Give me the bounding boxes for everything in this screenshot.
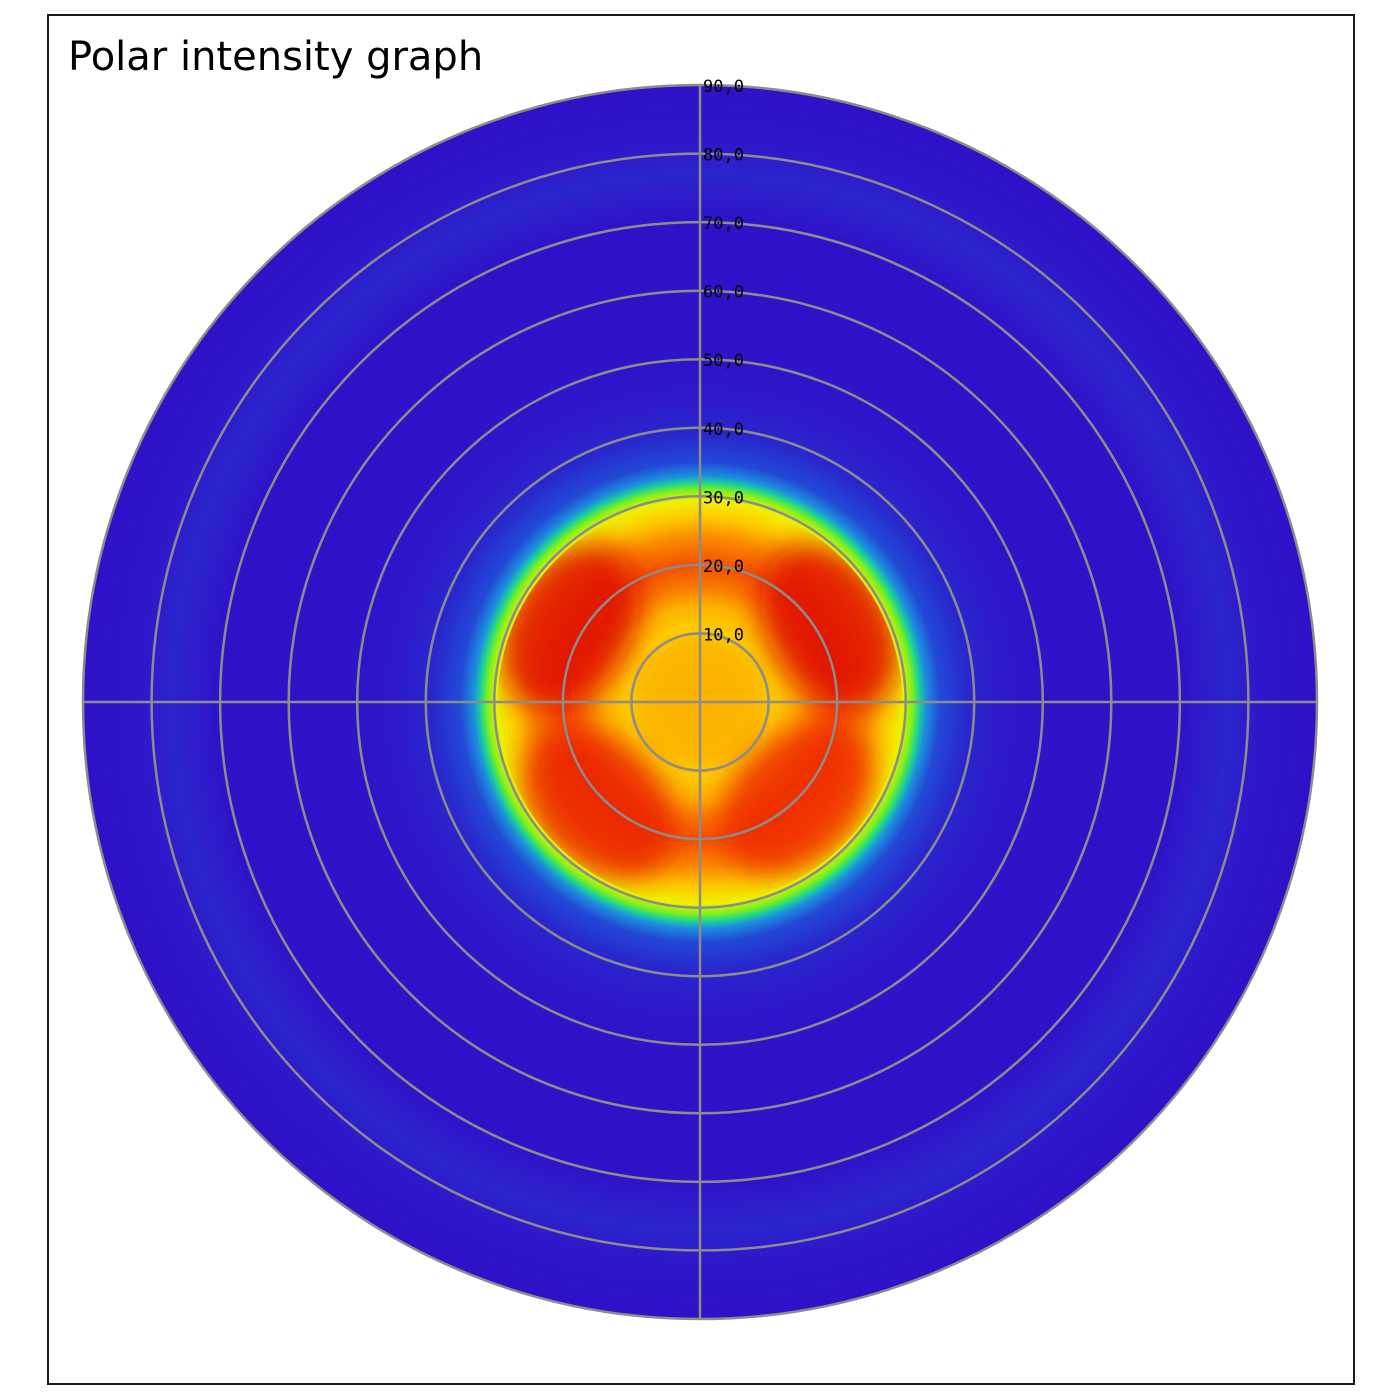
polar-grid bbox=[81, 83, 1319, 1321]
tick-label-80: 80,0 bbox=[703, 146, 744, 166]
tick-label-10: 10,0 bbox=[703, 625, 744, 645]
tick-label-50: 50,0 bbox=[703, 351, 744, 371]
tick-label-30: 30,0 bbox=[703, 488, 744, 508]
tick-label-60: 60,0 bbox=[703, 283, 744, 303]
chart-title: Polar intensity graph bbox=[68, 34, 484, 80]
radial-tick-labels: 10,0 20,0 30,0 40,0 50,0 60,0 70,0 80,0 90,0 bbox=[703, 77, 744, 645]
tick-label-20: 20,0 bbox=[703, 557, 744, 577]
hotspot-4 bbox=[522, 727, 675, 880]
tick-label-70: 70,0 bbox=[703, 214, 744, 234]
tick-label-90: 90,0 bbox=[703, 77, 744, 97]
tick-label-40: 40,0 bbox=[703, 420, 744, 440]
